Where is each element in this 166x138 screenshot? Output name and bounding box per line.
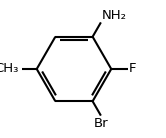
Text: Br: Br bbox=[94, 117, 108, 130]
Text: F: F bbox=[129, 63, 136, 75]
Text: CH₃: CH₃ bbox=[0, 63, 19, 75]
Text: NH₂: NH₂ bbox=[102, 9, 127, 22]
